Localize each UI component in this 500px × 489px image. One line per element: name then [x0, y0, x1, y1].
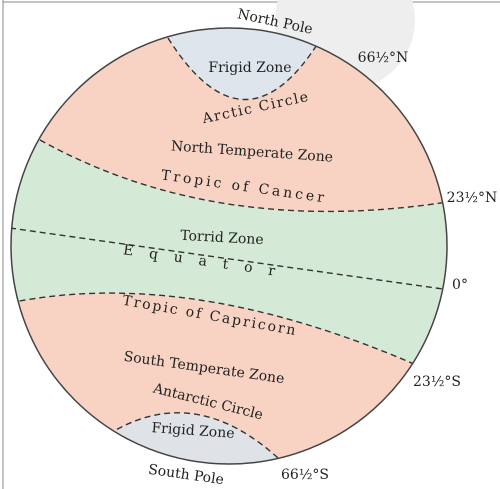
arctic-circle-line	[167, 37, 321, 101]
zone-label: Frigid Zone	[208, 60, 291, 76]
latitude-label: 23½°N	[447, 190, 498, 206]
torrid-fill	[11, 125, 447, 385]
latitude-label: 66½°N	[358, 50, 409, 66]
north-frigid-fill	[150, 28, 340, 100]
equator-line	[11, 227, 447, 291]
zone-label: Frigid Zone	[151, 420, 235, 442]
globe-outline	[10, 27, 448, 465]
latitude-label: 0°	[452, 277, 468, 293]
pole-label: South Pole	[147, 462, 225, 488]
cancer-line	[39, 139, 447, 213]
antarctic-line	[99, 412, 301, 464]
south-frigid-fill	[90, 412, 300, 464]
zone-label: Torrid Zone	[180, 228, 264, 248]
latitude-label: 23½°S	[413, 374, 461, 390]
latitude-label: 66½°S	[281, 467, 329, 483]
